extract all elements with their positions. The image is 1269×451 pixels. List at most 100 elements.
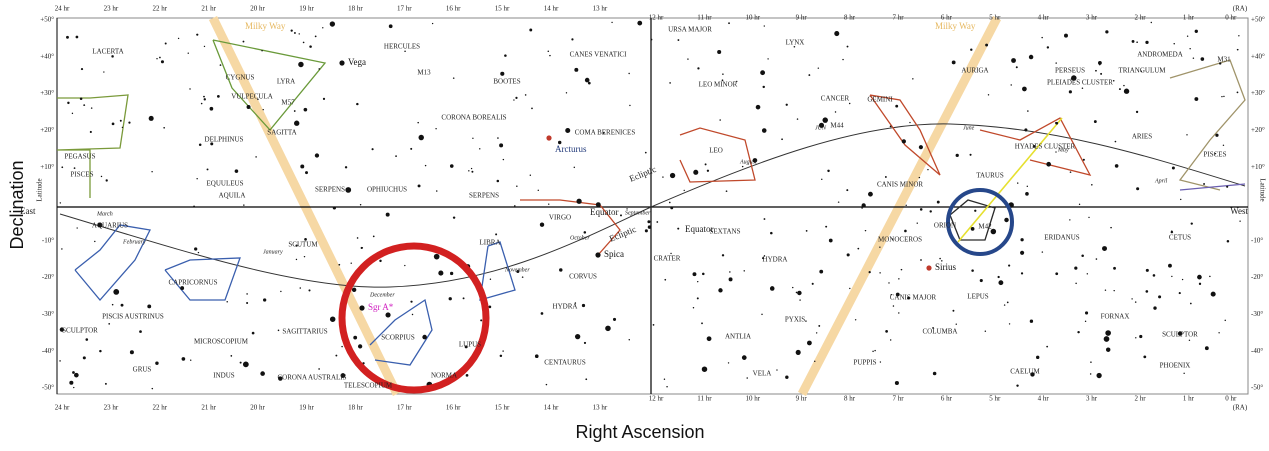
star-dot xyxy=(72,113,73,114)
star-dot xyxy=(796,350,801,355)
star-dot xyxy=(74,167,76,169)
ra-label: 13 hr xyxy=(593,404,608,412)
constellation-label: AQUILA xyxy=(219,192,246,200)
constellation-label: M57 xyxy=(281,99,295,107)
star-dot xyxy=(243,361,249,367)
star-label: Arcturus xyxy=(555,144,587,154)
star-dot xyxy=(588,82,591,85)
star-dot xyxy=(669,82,671,84)
star-dot xyxy=(1171,276,1172,277)
star-dot xyxy=(502,350,503,351)
star-dot xyxy=(761,314,762,315)
star-dot xyxy=(472,138,473,139)
star-dot xyxy=(575,334,580,339)
star-dot xyxy=(656,221,658,223)
star-dot xyxy=(161,60,164,63)
constellation-label: SCORPIUS xyxy=(381,334,415,342)
star-dot xyxy=(122,127,123,128)
star-dot xyxy=(970,154,972,156)
star-dot xyxy=(404,51,406,53)
star-dot xyxy=(1096,373,1101,378)
star-dot xyxy=(693,170,698,175)
star-dot xyxy=(358,344,362,348)
star-dot xyxy=(697,297,699,299)
star-dot xyxy=(243,41,245,43)
star-dot xyxy=(729,271,730,272)
star-dot xyxy=(776,369,777,370)
star-dot xyxy=(1027,186,1028,187)
star-dot xyxy=(1135,301,1136,302)
star-dot xyxy=(1029,55,1033,59)
star-dot xyxy=(531,108,533,110)
star-dot xyxy=(847,253,850,256)
star-dot xyxy=(584,342,586,344)
star-dot xyxy=(182,357,186,361)
constellation-label: URSA MAJOR xyxy=(668,26,712,34)
month-label: April xyxy=(1154,178,1168,184)
ra-label: 21 hr xyxy=(201,5,216,13)
star-dot xyxy=(693,307,694,308)
star-label: Sirius xyxy=(935,262,957,272)
star-dot xyxy=(351,263,352,264)
side-label: Latitude xyxy=(1258,178,1266,201)
side-label: Latitude xyxy=(36,178,44,201)
star-dot xyxy=(1183,373,1184,374)
month-label: August xyxy=(739,159,757,165)
star-dot xyxy=(1007,302,1009,304)
ra-label: 7 hr xyxy=(892,14,904,22)
constellation-label: SCUTUM xyxy=(288,241,318,249)
constellation-label: CETUS xyxy=(1169,234,1191,242)
constellation-label: COLUMBA xyxy=(922,328,957,336)
star-dot xyxy=(261,50,262,51)
star-dot xyxy=(1237,92,1239,94)
star-dot xyxy=(821,179,822,180)
ra-label: 10 hr xyxy=(746,395,761,403)
star-dot xyxy=(1017,182,1018,183)
star-dot xyxy=(341,346,342,347)
star-dot xyxy=(74,373,79,378)
dec-label: -10° xyxy=(42,236,54,244)
star-dot xyxy=(298,62,303,67)
constellation-label: PISCES xyxy=(1204,151,1227,159)
star-dot xyxy=(825,226,827,228)
star-dot xyxy=(637,21,642,26)
star-dot xyxy=(956,324,957,325)
dec-label: -20° xyxy=(42,273,54,281)
star-dot xyxy=(1091,184,1093,186)
star-dot xyxy=(885,176,887,178)
constellation-label: CORVUS xyxy=(569,273,597,281)
star-dot xyxy=(1205,346,1209,350)
star-dot xyxy=(99,350,101,352)
star-dot xyxy=(217,95,220,98)
star-dot xyxy=(323,98,325,100)
star-dot xyxy=(112,122,115,125)
star-dot xyxy=(605,326,611,332)
star-dot xyxy=(1027,110,1029,112)
star-dot xyxy=(106,179,108,181)
star-dot xyxy=(304,256,305,257)
star-dot xyxy=(762,128,767,133)
star-dot xyxy=(895,105,898,108)
star-dot xyxy=(814,361,815,362)
west-label: West xyxy=(1230,206,1248,216)
star-dot xyxy=(901,269,903,271)
star-dot xyxy=(318,68,320,70)
star-dot xyxy=(379,260,381,262)
star-dot xyxy=(998,280,1003,285)
star-dot xyxy=(315,36,317,38)
star-dot xyxy=(1153,306,1156,309)
ra-label: 20 hr xyxy=(250,404,265,412)
constellation-label: SCULPTOR xyxy=(1162,331,1198,339)
star-dot xyxy=(898,312,899,313)
dec-label: +10° xyxy=(40,163,54,171)
star-dot xyxy=(786,104,788,106)
star-dot xyxy=(872,351,873,352)
star-dot xyxy=(85,338,88,341)
star-dot xyxy=(450,272,453,275)
star-dot xyxy=(361,247,363,249)
dec-label: -50° xyxy=(1251,384,1263,392)
star-dot xyxy=(417,122,419,124)
star-dot xyxy=(471,168,472,169)
star-dot xyxy=(1081,254,1084,257)
star-dot xyxy=(61,248,62,249)
